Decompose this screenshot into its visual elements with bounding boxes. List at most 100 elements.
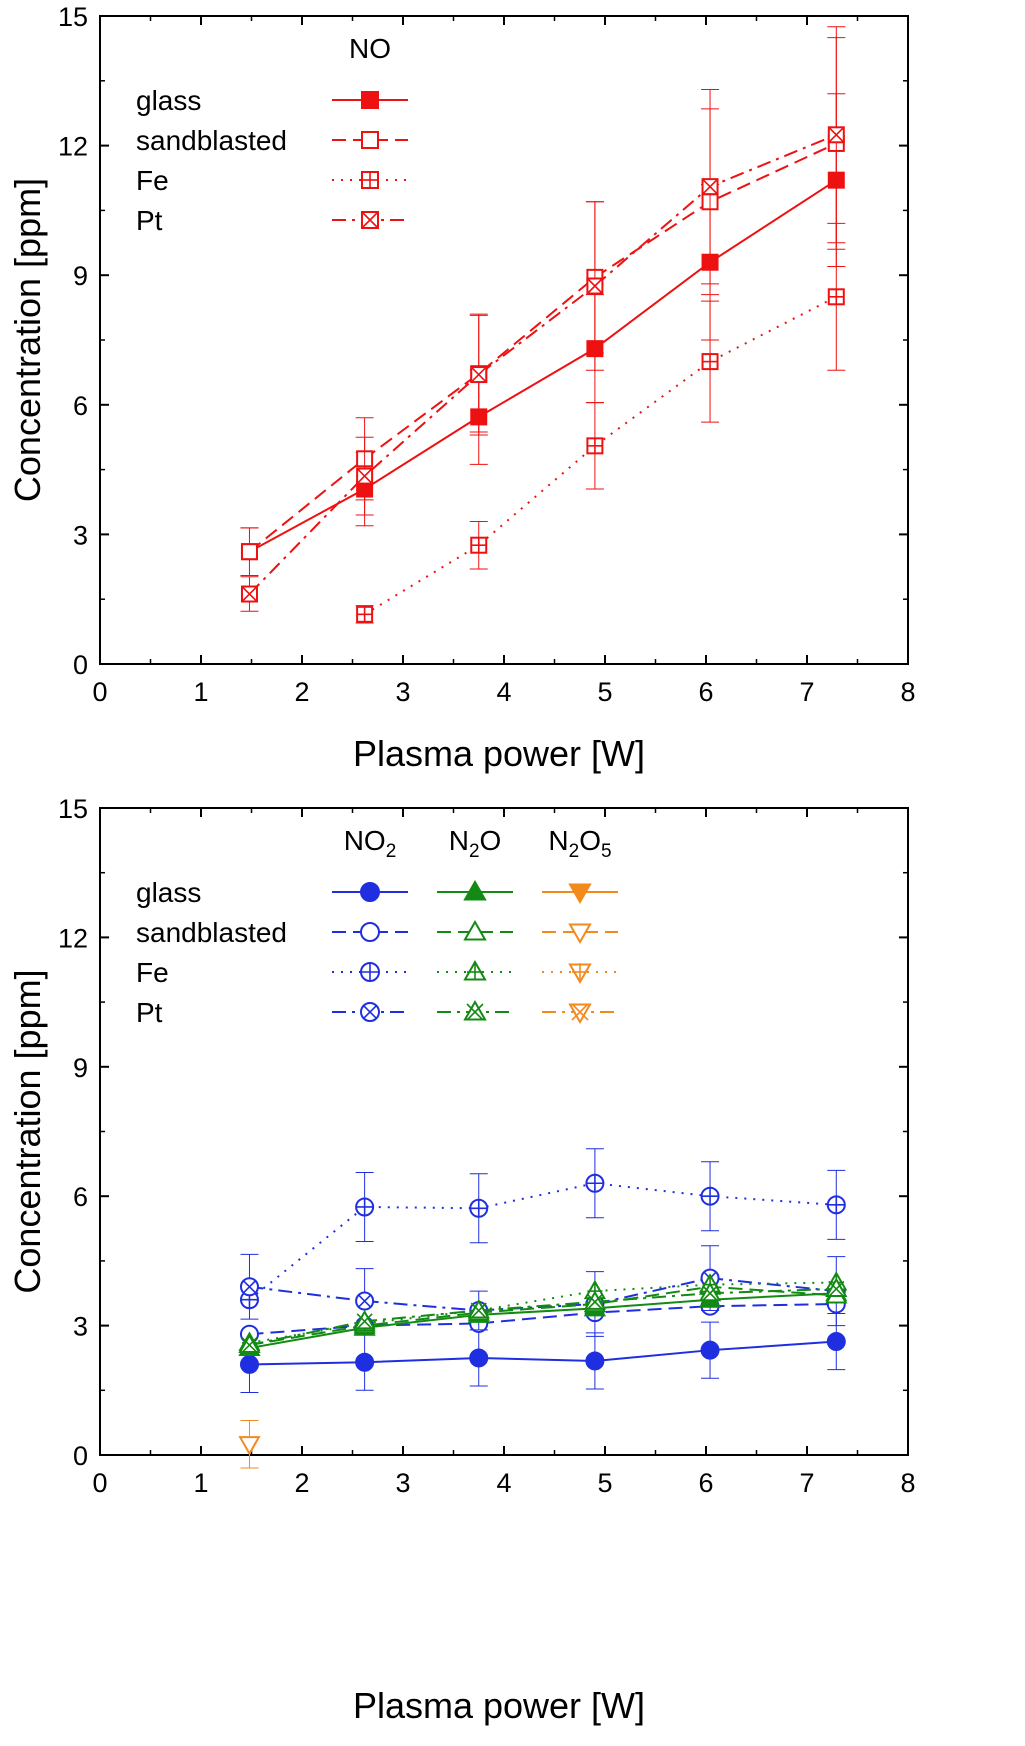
data-point — [701, 353, 719, 371]
y-tick-label: 15 — [58, 2, 88, 32]
x-tick-label: 3 — [395, 1468, 410, 1498]
x-axis-title: Plasma power [W] — [353, 1685, 645, 1726]
data-point — [469, 1198, 489, 1218]
legend-label: Fe — [136, 165, 169, 196]
y-tick-label: 3 — [73, 1312, 88, 1342]
x-tick-label: 7 — [799, 677, 814, 707]
x-tick-label: 7 — [799, 1468, 814, 1498]
x-tick-label: 2 — [294, 677, 309, 707]
data-point — [583, 1290, 606, 1310]
data-point — [470, 536, 488, 554]
y-tick-label: 6 — [73, 1182, 88, 1212]
y-axis-title: Concentration [ppm] — [7, 178, 48, 502]
series-line — [249, 179, 837, 553]
series-n2o-glass — [238, 1281, 848, 1357]
legend-header: NO — [349, 33, 391, 64]
y-tick-label: 0 — [73, 650, 88, 680]
legend-label: Fe — [136, 957, 169, 988]
data-point — [239, 1277, 259, 1297]
data-point — [355, 1197, 375, 1217]
legend-marker — [360, 922, 380, 942]
x-tick-label: 6 — [698, 1468, 713, 1498]
legend-marker — [360, 1002, 380, 1022]
series-no2-Fe — [239, 1148, 846, 1310]
series-no-Pt — [240, 26, 846, 612]
legend-marker — [463, 919, 487, 941]
x-tick-label: 8 — [900, 677, 915, 707]
series-n2o-sandblasted — [238, 1275, 848, 1354]
data-point — [825, 1277, 848, 1298]
legend-label: glass — [136, 877, 201, 908]
x-axis-title: Plasma power [W] — [353, 733, 645, 774]
series-no2-glass — [239, 1313, 846, 1393]
data-point — [356, 605, 374, 623]
legend-marker — [360, 882, 380, 902]
data-point — [585, 1173, 605, 1193]
legend: glass sandblasted Fe Pt NO — [136, 33, 408, 236]
data-point — [355, 1352, 375, 1372]
x-tick-label: 0 — [92, 677, 107, 707]
y-axis-title: Concentration [ppm] — [7, 969, 48, 1293]
x-tick-label: 0 — [92, 1468, 107, 1498]
legend-marker — [568, 883, 592, 905]
x-tick-label: 2 — [294, 1468, 309, 1498]
x-tick-label: 3 — [395, 677, 410, 707]
legend-header: N2O — [449, 825, 502, 862]
data-point — [698, 1281, 722, 1302]
y-tick-label: 9 — [73, 261, 88, 291]
y-tick-label: 12 — [58, 132, 88, 162]
legend-label: glass — [136, 85, 201, 116]
data-point — [238, 1333, 261, 1354]
legend-label: sandblasted — [136, 125, 287, 156]
data-point — [238, 1436, 261, 1456]
legend-marker — [360, 962, 380, 982]
data-point — [586, 277, 604, 295]
data-point — [467, 1299, 490, 1319]
data-point — [827, 126, 845, 144]
series-line — [249, 1287, 837, 1346]
legend-marker — [463, 879, 487, 901]
y-tick-label: 15 — [58, 794, 88, 824]
x-tick-label: 1 — [193, 677, 208, 707]
data-point — [355, 1291, 375, 1311]
legend-marker — [361, 211, 379, 229]
y-tick-label: 9 — [73, 1053, 88, 1083]
y-tick-label: 0 — [73, 1441, 88, 1471]
data-point — [469, 1348, 489, 1368]
series-no-Fe — [355, 222, 846, 624]
series-no-glass — [240, 93, 846, 576]
legend-marker — [568, 1003, 592, 1025]
y-tick-label: 3 — [73, 520, 88, 550]
series-n2o5-sandblasted — [238, 1419, 261, 1469]
legend-marker — [361, 171, 379, 189]
legend-label: sandblasted — [136, 917, 287, 948]
series-line — [249, 1292, 837, 1350]
legend-marker — [568, 923, 592, 945]
plot-frame — [99, 15, 909, 665]
series-no2-Pt — [239, 1245, 846, 1337]
series-line — [248, 133, 837, 595]
data-point — [585, 1351, 605, 1371]
legend-marker — [361, 131, 379, 149]
series-line — [249, 1285, 837, 1346]
data-point — [827, 288, 845, 306]
data-point — [353, 1309, 376, 1330]
y-tick-label: 6 — [73, 391, 88, 421]
series-line — [249, 1303, 837, 1336]
series-line — [248, 142, 837, 553]
legend-marker — [463, 959, 487, 981]
legend-header: NO2 — [344, 825, 397, 862]
data-point — [701, 178, 719, 196]
data-point — [240, 585, 258, 603]
data-point — [826, 1195, 846, 1215]
legend-marker — [463, 999, 487, 1021]
legend-label: Pt — [136, 997, 163, 1028]
series-n2o-Pt — [238, 1277, 848, 1354]
data-point — [356, 467, 374, 485]
x-tick-label: 1 — [193, 1468, 208, 1498]
legend: glass sandblasted Fe Pt NO2 N2O N2O5 — [136, 825, 618, 1028]
legend-marker — [361, 91, 379, 109]
